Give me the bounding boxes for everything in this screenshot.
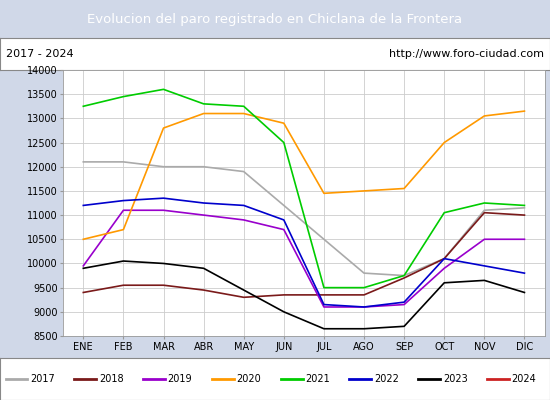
Text: 2024: 2024 <box>512 374 536 384</box>
Text: 2020: 2020 <box>236 374 261 384</box>
Text: 2017 - 2024: 2017 - 2024 <box>6 49 73 59</box>
Text: http://www.foro-ciudad.com: http://www.foro-ciudad.com <box>389 49 544 59</box>
Text: 2023: 2023 <box>443 374 467 384</box>
Text: 2021: 2021 <box>305 374 330 384</box>
Text: Evolucion del paro registrado en Chiclana de la Frontera: Evolucion del paro registrado en Chiclan… <box>87 12 463 26</box>
Text: 2019: 2019 <box>168 374 192 384</box>
Text: 2018: 2018 <box>99 374 124 384</box>
Text: 2022: 2022 <box>374 374 399 384</box>
Text: 2017: 2017 <box>30 374 55 384</box>
